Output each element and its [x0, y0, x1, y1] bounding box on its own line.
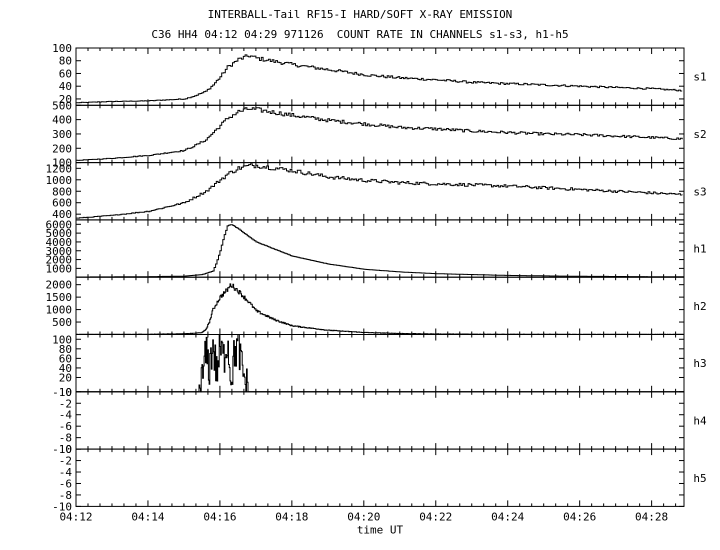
y-tick-label: 60	[59, 67, 72, 80]
y-tick-label: 500	[52, 99, 72, 112]
y-tick-label: 600	[52, 197, 72, 210]
y-tick-label: 800	[52, 185, 72, 198]
y-tick-label: 300	[52, 128, 72, 141]
channel-label-h1: h1	[693, 243, 706, 256]
y-tick-label: 80	[59, 343, 72, 356]
panel-frame-h1	[75, 219, 685, 278]
y-tick-label: -6	[59, 477, 72, 490]
y-tick-label: 400	[52, 208, 72, 221]
y-tick-label: 2000	[46, 254, 73, 267]
x-tick-label: 04:24	[491, 510, 524, 523]
y-tick-label: -10	[52, 386, 72, 399]
x-tick-label: 04:14	[131, 510, 164, 523]
y-tick-label: 1500	[46, 291, 73, 304]
y-tick-label: 1000	[46, 174, 73, 187]
y-tick-label: 20	[59, 93, 72, 106]
y-tick-label: -8	[59, 432, 72, 445]
x-tick-label: 04:16	[203, 510, 236, 523]
y-tick-label: -2	[59, 455, 72, 468]
channel-label-h5: h5	[693, 472, 706, 485]
series-line-h2	[76, 283, 685, 335]
y-tick-label: 1000	[46, 304, 73, 317]
channel-label-s3: s3	[693, 185, 706, 198]
channel-label-h3: h3	[693, 357, 706, 370]
x-tick-label: 04:26	[563, 510, 596, 523]
chart-subtitle: C36 HH4 04:12 04:29 971126 COUNT RATE IN…	[151, 28, 569, 41]
channel-label-h2: h2	[693, 300, 706, 313]
y-tick-label: 5000	[46, 227, 73, 240]
y-tick-label: 2000	[46, 279, 73, 292]
panel-frame-h2	[75, 276, 685, 336]
y-tick-label: 100	[52, 42, 72, 55]
x-tick-label: 04:12	[59, 510, 92, 523]
x-tick-label: 04:20	[347, 510, 380, 523]
panel-frame-h4	[75, 391, 685, 450]
y-tick-label: -8	[59, 489, 72, 502]
y-tick-label: 100	[52, 157, 72, 170]
y-tick-label: -2	[59, 397, 72, 410]
y-tick-label: 20	[59, 371, 72, 384]
y-tick-label: 500	[52, 316, 72, 329]
x-tick-label: 04:18	[275, 510, 308, 523]
series-line-h3	[76, 334, 684, 393]
series-line-s3	[76, 163, 683, 219]
series-line-h1	[76, 224, 684, 278]
y-tick-label: 100	[52, 333, 72, 346]
y-tick-label: -4	[59, 466, 73, 479]
y-tick-label: 6000	[46, 218, 73, 231]
y-tick-label: 400	[52, 114, 72, 127]
panel-frame-h3	[75, 334, 685, 393]
panel-frame-s2	[75, 104, 685, 164]
panel-frame-h5	[75, 448, 685, 507]
y-tick-label: 0	[65, 386, 72, 399]
y-tick-label: 4000	[46, 236, 73, 249]
series-line-s2	[76, 107, 683, 161]
y-tick-label: -10	[52, 443, 72, 456]
y-tick-label: 60	[59, 352, 72, 365]
x-tick-label: 04:22	[419, 510, 452, 523]
y-tick-label: -6	[59, 420, 72, 433]
y-tick-label: 40	[59, 80, 72, 93]
y-tick-label: 200	[52, 142, 72, 155]
x-tick-label: 04:28	[635, 510, 668, 523]
channel-label-s1: s1	[693, 71, 706, 84]
y-tick-label: 1000	[46, 262, 73, 275]
series-line-s1	[76, 54, 683, 104]
y-tick-label: 3000	[46, 245, 73, 258]
y-tick-label: 0	[65, 443, 72, 456]
chart-title: INTERBALL-Tail RF15-I HARD/SOFT X-RAY EM…	[207, 8, 513, 21]
channel-label-h4: h4	[693, 414, 707, 427]
y-tick-label: 80	[59, 55, 72, 68]
y-tick-label: 40	[59, 362, 72, 375]
y-tick-label: -10	[52, 500, 72, 513]
y-tick-label: 1200	[46, 162, 73, 175]
channel-label-s2: s2	[693, 128, 706, 141]
x-axis-label: time UT	[357, 523, 404, 536]
panel-frame-s3	[75, 162, 685, 221]
y-tick-label: -4	[59, 409, 73, 422]
